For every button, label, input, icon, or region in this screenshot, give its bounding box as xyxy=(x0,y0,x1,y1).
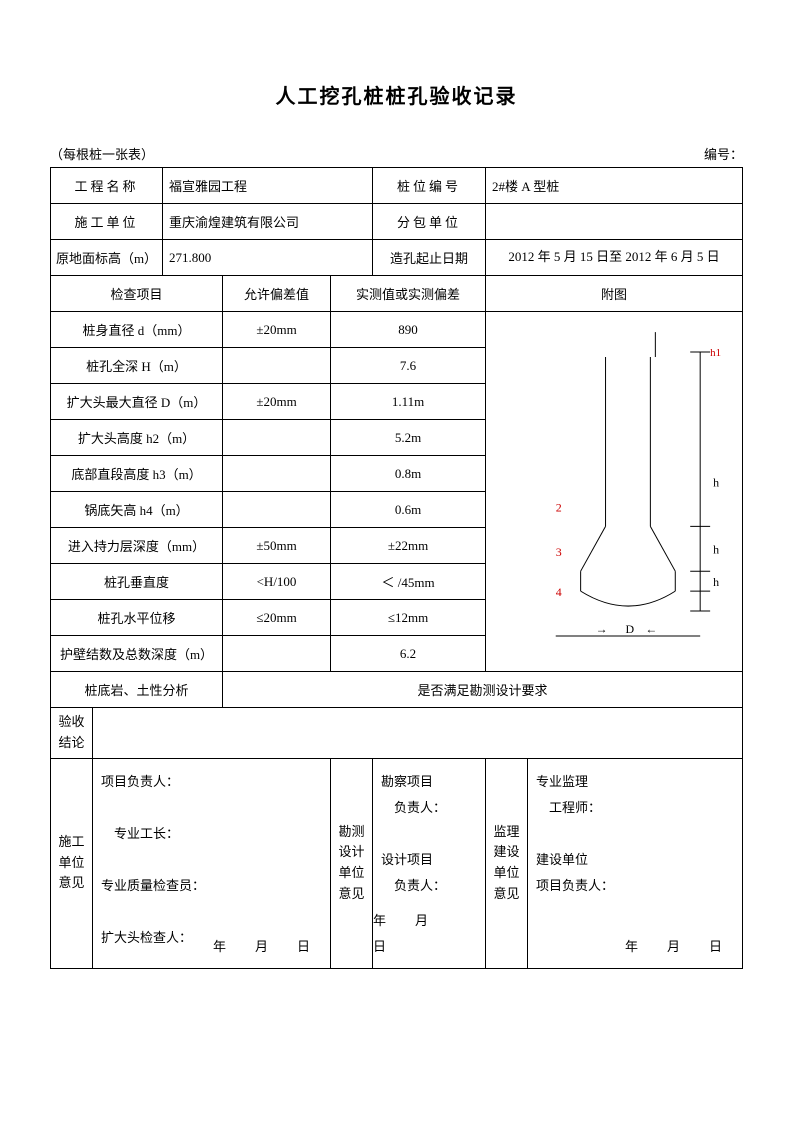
sg-lines: 项目负责人： 专业工长： 专业质量检查员： 扩大头检查人： xyxy=(101,769,322,951)
item-cell: 底部直段高度 h3（m） xyxy=(51,456,223,492)
elev-value: 271.800 xyxy=(163,240,373,276)
allow-cell: ≤20mm xyxy=(223,600,331,636)
arrow-r: ← xyxy=(645,622,657,636)
constr-label: 施工单位 xyxy=(51,204,163,240)
constr-value: 重庆渝煌建筑有限公司 xyxy=(163,204,373,240)
dim-h2: h xyxy=(713,542,719,556)
elev-label: 原地面标高（m） xyxy=(51,240,163,276)
meas-cell: 7.6 xyxy=(331,348,486,384)
date-sign: 年 月 日 xyxy=(373,908,473,960)
allow-cell xyxy=(223,456,331,492)
item-cell: 进入持力层深度（mm） xyxy=(51,528,223,564)
serial-label: 编号： xyxy=(704,144,743,163)
meas-cell: ±22mm xyxy=(331,528,486,564)
dim-d: D xyxy=(626,622,635,636)
allow-cell xyxy=(223,420,331,456)
item-cell: 扩大头最大直径 D（m） xyxy=(51,384,223,420)
sg-label: 施工单位意见 xyxy=(51,758,93,968)
item-cell: 桩身直径 d（mm） xyxy=(51,312,223,348)
date-sign: 年 月 日 xyxy=(213,934,318,960)
pile-diagram: h1 xyxy=(486,312,742,671)
jl-cell: 专业监理 工程师： 建设单位 项目负责人： 年 月 日 xyxy=(528,758,743,968)
page-title: 人工挖孔桩桩孔验收记录 xyxy=(50,80,743,109)
allow-cell xyxy=(223,348,331,384)
check-h-fig: 附图 xyxy=(486,276,743,312)
sg-cell: 项目负责人： 专业工长： 专业质量检查员： 扩大头检查人： 年 月 日 xyxy=(93,758,331,968)
check-h-allow: 允许偏差值 xyxy=(223,276,331,312)
jl-label: 监理建设单位意见 xyxy=(486,758,528,968)
meas-cell: 890 xyxy=(331,312,486,348)
item-cell: 桩孔水平位移 xyxy=(51,600,223,636)
table-row: 桩身直径 d（mm） ±20mm 890 h1 xyxy=(51,312,743,348)
jl-lines: 专业监理 工程师： 建设单位 项目负责人： xyxy=(536,769,734,899)
rock-value: 是否满足勘测设计要求 xyxy=(223,672,743,708)
allow-cell: ±20mm xyxy=(223,384,331,420)
meas-cell: 6.2 xyxy=(331,636,486,672)
arrow-l: → xyxy=(596,622,608,636)
allow-cell: <H/100 xyxy=(223,564,331,600)
record-table: 工程名称 福宣雅园工程 桩位编号 2#楼 A 型桩 施工单位 重庆渝煌建筑有限公… xyxy=(50,167,743,969)
item-cell: 桩孔全深 H（m） xyxy=(51,348,223,384)
item-cell: 扩大头高度 h2（m） xyxy=(51,420,223,456)
concl-value xyxy=(93,708,743,759)
date-value: 2012 年 5 月 15 日至 2012 年 6 月 5 日 xyxy=(486,240,743,276)
project-value: 福宣雅园工程 xyxy=(163,168,373,204)
date-label: 造孔起止日期 xyxy=(373,240,486,276)
pileno-label: 桩位编号 xyxy=(373,168,486,204)
meas-cell: 5.2m xyxy=(331,420,486,456)
dim-h1: h1 xyxy=(710,347,721,359)
meas-cell: 1.11m xyxy=(331,384,486,420)
date-sign: 年 月 日 xyxy=(625,934,730,960)
kc-label: 勘测设计单位意见 xyxy=(331,758,373,968)
concl-label: 验收结论 xyxy=(51,708,93,759)
meas-cell: 0.6m xyxy=(331,492,486,528)
sub-value xyxy=(486,204,743,240)
rock-label: 桩底岩、土性分析 xyxy=(51,672,223,708)
allow-cell: ±50mm xyxy=(223,528,331,564)
meas-cell: ＜ /45mm xyxy=(331,564,486,600)
pileno-value: 2#楼 A 型桩 xyxy=(486,168,743,204)
note-per-pile: （每根桩一张表） xyxy=(50,144,154,163)
item-cell: 桩孔垂直度 xyxy=(51,564,223,600)
allow-cell xyxy=(223,492,331,528)
item-cell: 锅底矢高 h4（m） xyxy=(51,492,223,528)
dim-h: h xyxy=(713,476,719,490)
item-cell: 护壁结数及总数深度（m） xyxy=(51,636,223,672)
allow-cell: ±20mm xyxy=(223,312,331,348)
meas-cell: 0.8m xyxy=(331,456,486,492)
meas-cell: ≤12mm xyxy=(331,600,486,636)
project-label: 工程名称 xyxy=(51,168,163,204)
allow-cell xyxy=(223,636,331,672)
kc-cell: 勘察项目 负责人： 设计项目 负责人： 年 月 日 xyxy=(373,758,486,968)
mark-3: 3 xyxy=(556,545,562,559)
mark-2: 2 xyxy=(556,500,562,514)
mark-4: 4 xyxy=(556,585,562,599)
check-h-item: 检查项目 xyxy=(51,276,223,312)
sub-label: 分包单位 xyxy=(373,204,486,240)
kc-lines: 勘察项目 负责人： 设计项目 负责人： xyxy=(381,769,477,899)
dim-h3: h xyxy=(713,575,719,589)
check-h-meas: 实测值或实测偏差 xyxy=(331,276,486,312)
diagram-cell: h1 xyxy=(486,312,743,672)
